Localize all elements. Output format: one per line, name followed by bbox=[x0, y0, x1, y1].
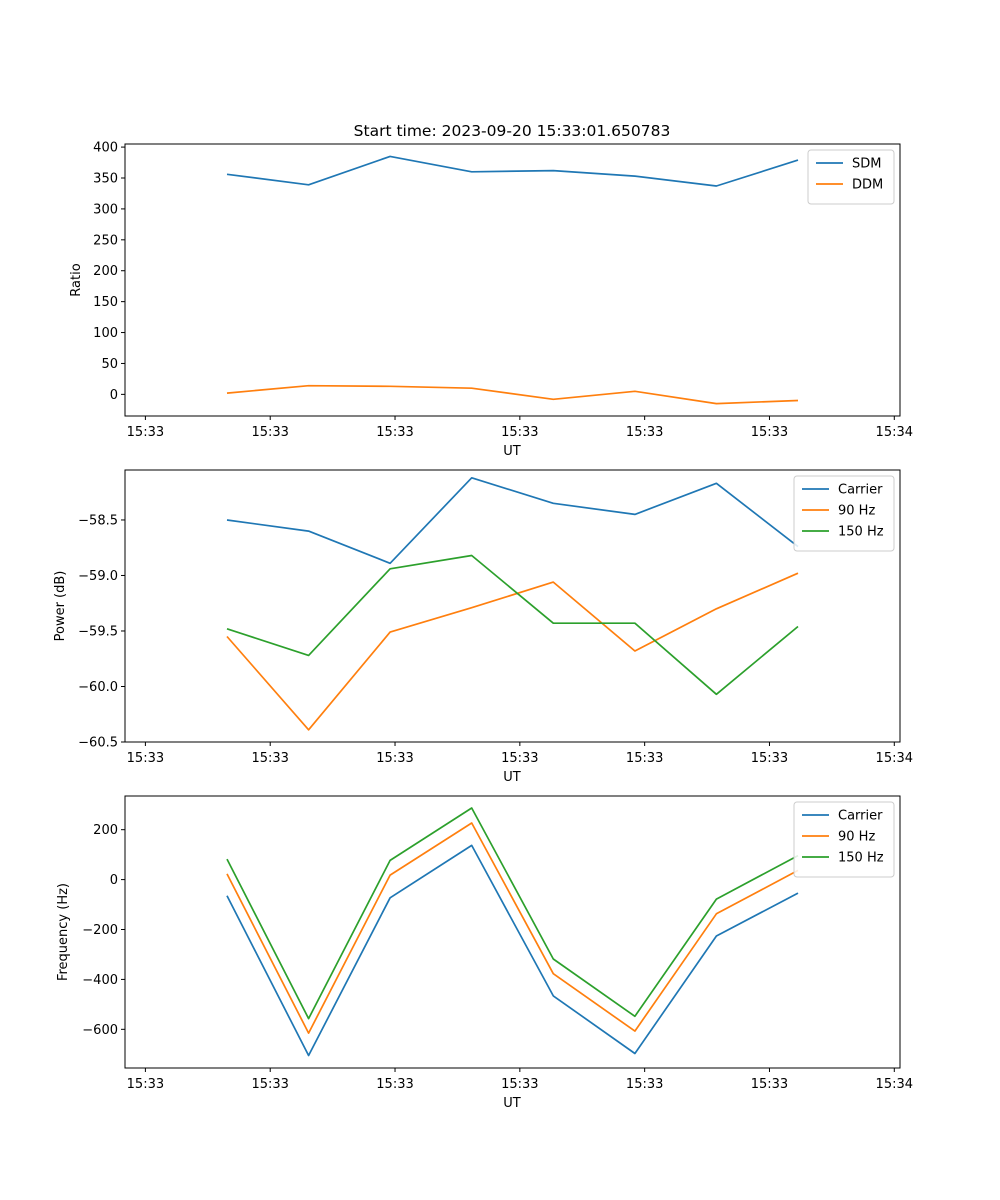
frequency-legend-label-150-hz: 150 Hz bbox=[838, 851, 884, 866]
power-xtick-label: 15:34 bbox=[876, 751, 913, 766]
frequency-xaxis-label: UT bbox=[503, 1096, 521, 1111]
ratio-ytick-label: 350 bbox=[93, 172, 118, 187]
ratio-ytick-label: 300 bbox=[93, 202, 118, 217]
ratio-ytick-label: 400 bbox=[93, 141, 118, 156]
power-xtick-label: 15:33 bbox=[751, 751, 788, 766]
power-yaxis-label: Power (dB) bbox=[53, 571, 68, 642]
power-panel: −60.5 −60.0 −59.5 −59.0 −58.5 15:33 15:33 15:33… bbox=[53, 469, 913, 785]
frequency-xtick-label: 15:33 bbox=[251, 1077, 288, 1092]
power-ytick-label: −59.5 bbox=[78, 624, 118, 639]
power-xaxis-label: UT bbox=[503, 770, 521, 785]
frequency-xtick-label: 15:33 bbox=[751, 1077, 788, 1092]
frequency-axes-frame bbox=[124, 795, 901, 1069]
ratio-series-ddm-line bbox=[226, 384, 799, 405]
ratio-ytick-label: 150 bbox=[93, 295, 118, 310]
ratio-ytick-label: 100 bbox=[93, 326, 118, 341]
ratio-ytick-label: 250 bbox=[93, 233, 118, 248]
ratio-yaxis-label: Ratio bbox=[69, 263, 84, 296]
power-ytick-label: −59.0 bbox=[78, 569, 118, 584]
frequency-series-90-hz-line bbox=[226, 822, 799, 1034]
ratio-xtick-label: 15:34 bbox=[876, 425, 913, 440]
ratio-xtick-label: 15:33 bbox=[376, 425, 413, 440]
frequency-series-150-hz-line bbox=[226, 807, 799, 1020]
ratio-axes-frame bbox=[124, 143, 901, 417]
power-ytick-label: −58.5 bbox=[78, 513, 118, 528]
power-ytick-label: −60.0 bbox=[78, 680, 118, 695]
ratio-ytick-label: 0 bbox=[110, 388, 118, 403]
frequency-legend-box bbox=[793, 801, 895, 878]
ratio-xtick-label: 15:33 bbox=[626, 425, 663, 440]
frequency-series-carrier-line bbox=[226, 844, 799, 1057]
power-series-carrier-line bbox=[226, 476, 799, 565]
frequency-ytick-label: 0 bbox=[110, 873, 118, 888]
frequency-ytick-label: 200 bbox=[93, 823, 118, 838]
power-series-90-hz-line bbox=[226, 572, 799, 731]
ratio-xaxis-label: UT bbox=[503, 444, 521, 459]
frequency-xtick-label: 15:33 bbox=[127, 1077, 164, 1092]
power-series-150-hz-line bbox=[226, 554, 799, 696]
power-xtick-label: 15:33 bbox=[626, 751, 663, 766]
ratio-panel: 0 50 100 150 200 250 300 350 400 15:33 15:33 15:33 1… bbox=[69, 141, 913, 459]
frequency-xtick-label: 15:33 bbox=[376, 1077, 413, 1092]
frequency-legend-label-90-hz: 90 Hz bbox=[838, 830, 875, 845]
ratio-xtick-label: 15:33 bbox=[751, 425, 788, 440]
power-legend-box bbox=[793, 475, 895, 552]
ratio-legend-label-sdm: SDM bbox=[852, 157, 881, 172]
frequency-xtick-label: 15:33 bbox=[501, 1077, 538, 1092]
frequency-ytick-label: −200 bbox=[82, 923, 118, 938]
frequency-legend-label-carrier: Carrier bbox=[838, 809, 883, 824]
ratio-xtick-label: 15:33 bbox=[501, 425, 538, 440]
ratio-ytick-label: 50 bbox=[101, 357, 118, 372]
power-legend-label-90-hz: 90 Hz bbox=[838, 504, 875, 519]
frequency-ytick-label: −600 bbox=[82, 1023, 118, 1038]
ratio-ytick-label: 200 bbox=[93, 264, 118, 279]
power-xtick-label: 15:33 bbox=[127, 751, 164, 766]
power-xtick-label: 15:33 bbox=[251, 751, 288, 766]
frequency-panel: −600 −400 −200 0 200 15:33 15:33 15:33 15:33 15:3… bbox=[56, 795, 913, 1111]
ratio-xtick-label: 15:33 bbox=[251, 425, 288, 440]
power-xtick-label: 15:33 bbox=[376, 751, 413, 766]
power-ytick-label: −60.5 bbox=[78, 736, 118, 751]
frequency-ytick-label: −400 bbox=[82, 973, 118, 988]
frequency-xtick-label: 15:33 bbox=[626, 1077, 663, 1092]
power-axes-frame bbox=[124, 469, 901, 743]
ratio-legend-label-ddm: DDM bbox=[852, 178, 883, 193]
figure-title: Start time: 2023-09-20 15:33:01.650783 bbox=[354, 122, 671, 140]
ratio-series-sdm-line bbox=[226, 155, 799, 187]
frequency-yaxis-label: Frequency (Hz) bbox=[56, 883, 71, 981]
power-legend-label-150-hz: 150 Hz bbox=[838, 525, 884, 540]
frequency-xtick-label: 15:34 bbox=[876, 1077, 913, 1092]
power-xtick-label: 15:33 bbox=[501, 751, 538, 766]
power-legend-label-carrier: Carrier bbox=[838, 483, 883, 498]
ratio-xtick-label: 15:33 bbox=[127, 425, 164, 440]
